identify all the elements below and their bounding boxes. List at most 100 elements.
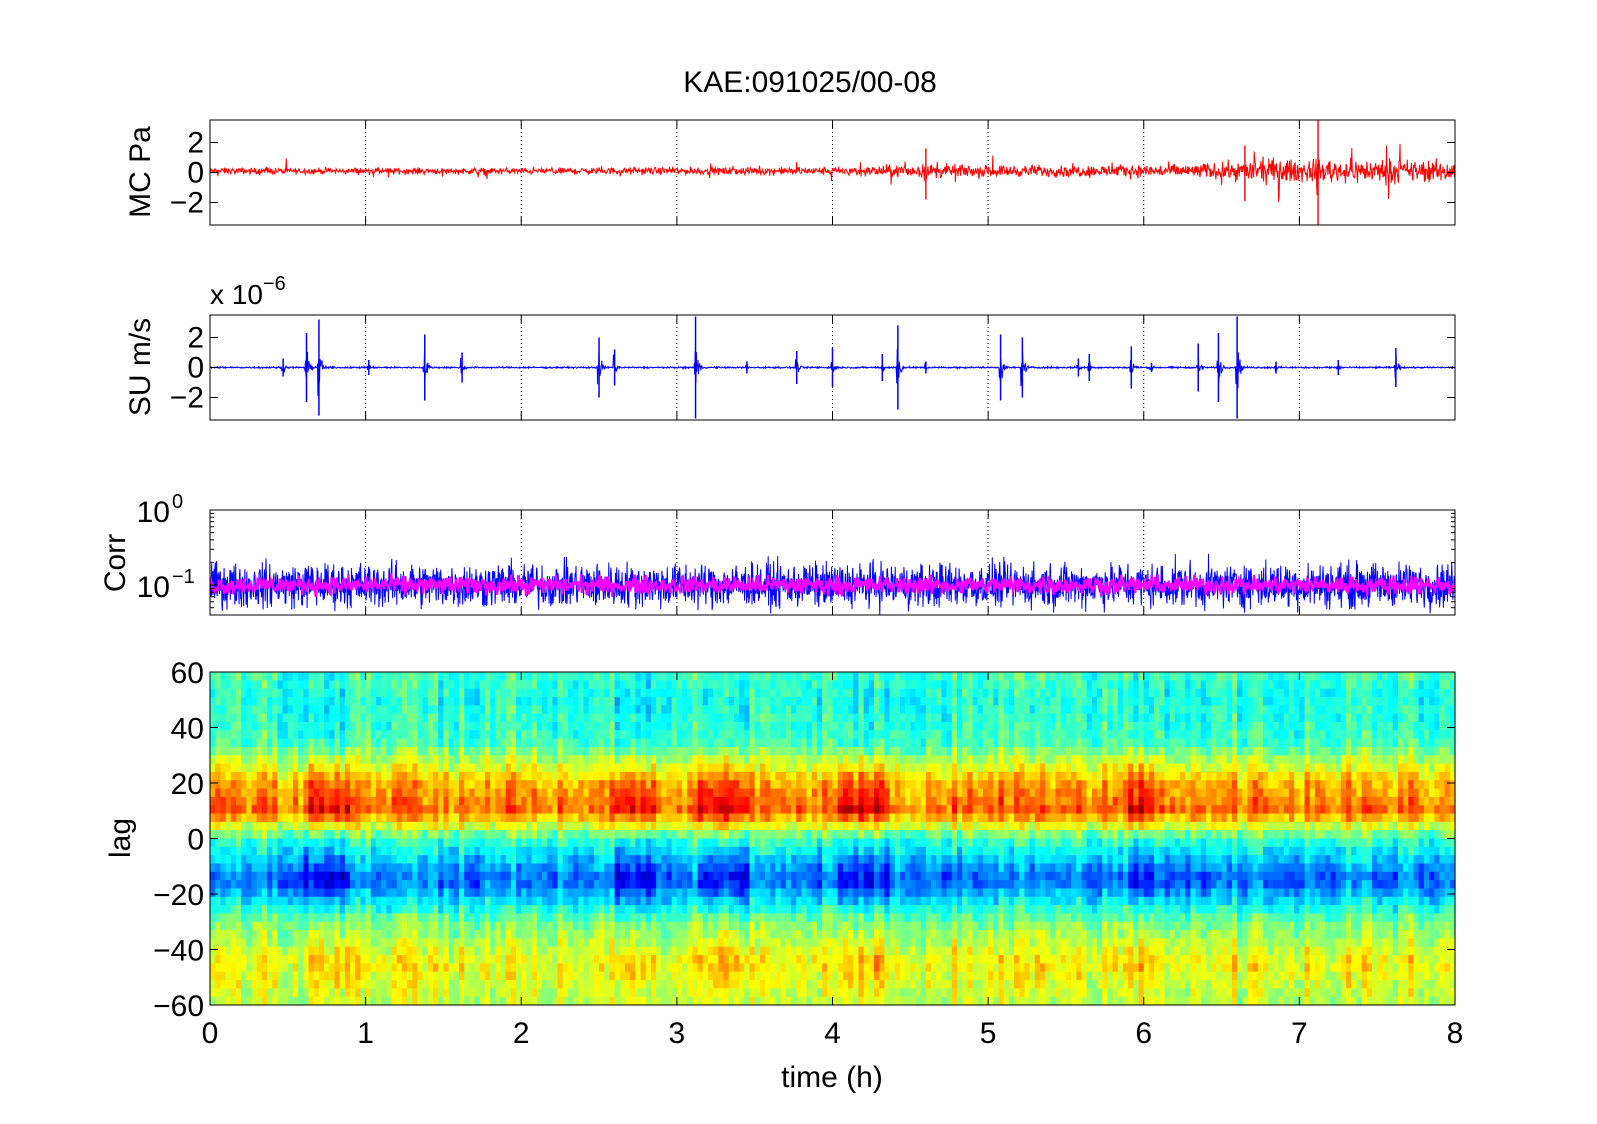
heatmap-cell [438,813,445,823]
heatmap-cell [785,930,792,939]
heatmap-cell [739,788,745,798]
heatmap-cell [593,738,600,748]
heatmap-cell [287,730,294,740]
heatmap-cell [293,980,299,989]
heatmap-cell [365,771,372,781]
heatmap-cell [495,796,502,806]
heatmap-cell [459,888,465,898]
heatmap-cell [723,996,730,1006]
heatmap-cell [666,738,673,748]
heatmap-cell [796,746,802,756]
heatmap-cell [267,888,273,898]
heatmap-cell [765,955,771,964]
heatmap-cell [220,921,227,931]
heatmap-cell [381,871,387,881]
heatmap-cell [661,888,668,898]
heatmap-cell [329,913,336,923]
heatmap-cell [490,696,496,706]
heatmap-cell [267,672,273,681]
heatmap-cell [599,880,605,890]
heatmap-cell [303,855,310,865]
heatmap-cell [552,830,559,840]
heatmap-cell [547,780,553,790]
heatmap-cell [448,980,455,989]
heatmap-cell [370,821,377,831]
heatmap-cell [215,763,221,773]
heatmap-cell [329,688,336,698]
heatmap-cell [350,705,356,715]
heatmap-cell [396,996,403,1006]
heatmap-cell [246,980,253,989]
heatmap-cell [417,838,424,848]
heatmap-cell [562,938,569,948]
heatmap-cell [433,988,439,998]
heatmap-cell [272,955,279,964]
heatmap-cell [360,888,367,898]
heatmap-cell [770,913,777,923]
heatmap-cell [370,930,377,939]
heatmap-cell [261,988,268,998]
heatmap-cell [464,930,470,939]
heatmap-cell [744,813,751,823]
heatmap-cell [443,863,450,873]
heatmap-cell [459,905,465,915]
heatmap-cell [453,838,460,848]
heatmap-cell [780,855,787,865]
heatmap-cell [293,863,299,873]
heatmap-cell [479,821,486,831]
heatmap-cell [702,805,709,815]
heatmap-cell [412,830,419,840]
heatmap-cell [733,988,740,998]
heatmap-cell [791,796,797,806]
heatmap-cell [443,730,450,740]
heatmap-cell [376,680,382,690]
heatmap-cell [578,871,585,881]
heatmap-cell [474,838,481,848]
heatmap-cell [443,980,450,989]
heatmap-cell [516,955,522,964]
heatmap-cell [484,963,491,973]
heatmap-cell [567,746,574,756]
heatmap-cell [635,946,642,956]
heatmap-cell [230,805,237,815]
heatmap-cell [630,888,636,898]
heatmap-cell [676,755,683,765]
heatmap-cell [318,930,325,939]
heatmap-cell [557,980,564,989]
heatmap-cell [407,796,413,806]
heatmap-cell [562,955,569,964]
heatmap-cell [464,688,470,698]
heatmap-cell [791,905,797,915]
heatmap-cell [298,938,304,948]
heatmap-cell [718,846,725,856]
heatmap-cell [645,738,652,748]
heatmap-cell [241,988,247,998]
heatmap-cell [510,796,517,806]
heatmap-cell [806,930,813,939]
heatmap-cell [350,830,356,840]
heatmap-cell [718,755,725,765]
heatmap-cell [733,955,740,964]
heatmap-cell [510,930,517,939]
heatmap-cell [355,838,362,848]
heatmap-cell [401,905,408,915]
heatmap-cell [521,721,528,731]
heatmap-cell [241,746,247,756]
heatmap-cell [676,980,683,989]
heatmap-cell [754,696,761,706]
heatmap-cell [459,688,465,698]
heatmap-cell [313,855,320,865]
heatmap-cell [313,805,320,815]
heatmap-cell [822,905,828,915]
heatmap-cell [246,721,253,731]
heatmap-cell [562,988,569,998]
heatmap-cell [728,771,735,781]
heatmap-cell [360,680,367,690]
heatmap-cell [235,713,242,723]
heatmap-cell [350,680,356,690]
heatmap-cell [666,705,673,715]
heatmap-cell [609,738,616,748]
heatmap-cell [547,813,553,823]
heatmap-cell [733,905,740,915]
heatmap-cell [313,763,320,773]
